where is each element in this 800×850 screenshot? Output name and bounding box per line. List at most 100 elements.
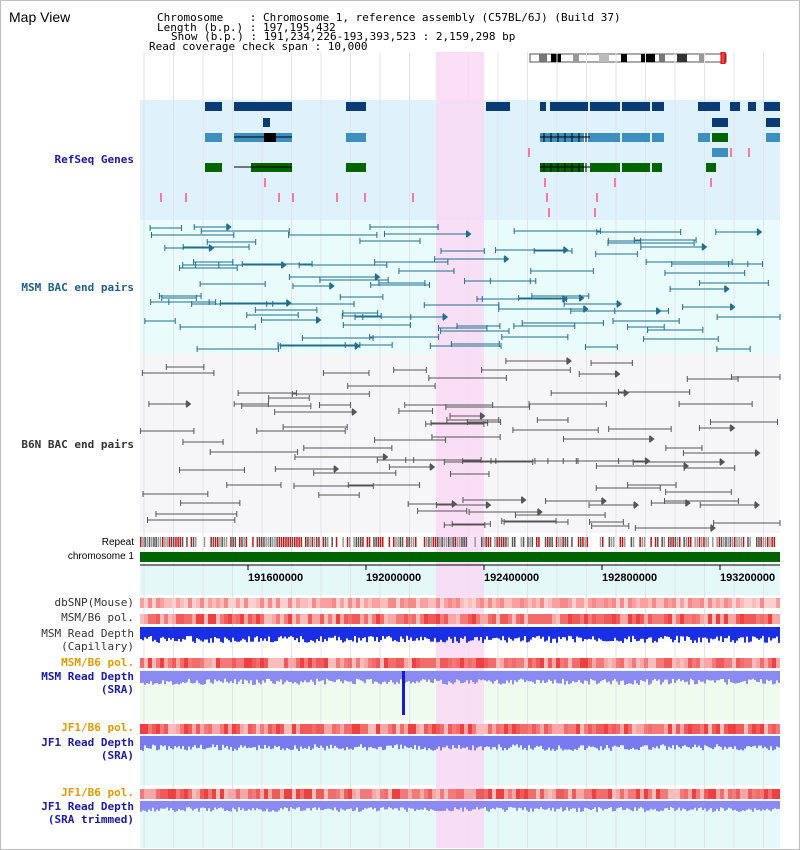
polymorphism-cell — [188, 789, 192, 799]
read-depth-bar — [630, 736, 632, 749]
polymorphism-cell — [236, 789, 240, 799]
polymorphism-cell — [212, 789, 216, 799]
read-depth-bar — [166, 801, 168, 808]
polymorphism-cell — [756, 598, 760, 608]
read-depth-bar — [180, 801, 182, 811]
read-depth-bar — [496, 671, 498, 680]
track-label-msm-b6-pol-sra[interactable]: MSM/B6 pol. — [61, 656, 134, 669]
polymorphism-cell — [148, 789, 152, 799]
read-depth-bar — [628, 671, 630, 684]
read-depth-bar — [358, 627, 360, 638]
track-label-refseq[interactable]: RefSeq Genes — [54, 153, 134, 166]
read-depth-bar — [250, 627, 252, 642]
polymorphism-cell — [668, 614, 672, 624]
read-depth-bar — [474, 801, 476, 810]
read-depth-bar — [222, 671, 224, 683]
read-depth-bar — [190, 801, 192, 809]
read-depth-bar — [772, 671, 774, 685]
track-label-repeat[interactable]: Repeat — [101, 537, 134, 548]
read-depth-bar — [178, 671, 180, 685]
polymorphism-cell — [684, 598, 688, 608]
track-label-msm-depth-sra[interactable]: MSM Read Depth — [41, 670, 134, 683]
read-depth-bar — [202, 671, 204, 685]
repeat-element — [771, 537, 773, 547]
polymorphism-cell — [264, 724, 268, 734]
track-label-jf1-b6-pol[interactable]: JF1/B6 pol. — [61, 721, 134, 734]
track-label-b6n-bac[interactable]: B6N BAC end pairs — [21, 438, 134, 451]
read-depth-bar — [504, 736, 506, 749]
repeat-element — [496, 537, 498, 547]
read-depth-bar — [734, 736, 736, 747]
read-depth-bar — [150, 671, 152, 682]
polymorphism-cell — [744, 598, 748, 608]
polymorphism-cell — [416, 724, 420, 734]
polymorphism-cell — [296, 724, 300, 734]
polymorphism-cell — [752, 789, 756, 799]
repeat-element — [285, 537, 287, 547]
track-label-msm-depth-capillary[interactable]: MSM Read Depth — [41, 627, 134, 640]
read-depth-bar — [752, 627, 754, 637]
read-depth-bar — [494, 627, 496, 638]
polymorphism-cell — [420, 658, 424, 668]
read-depth-bar — [164, 671, 166, 685]
polymorphism-cell — [424, 789, 428, 799]
read-depth-bar — [522, 671, 524, 680]
track-label-jf1-depth[interactable]: JF1 Read Depth — [41, 736, 134, 749]
refseq-gene — [730, 102, 740, 111]
read-depth-bar — [696, 671, 698, 685]
bac-arrow — [226, 223, 232, 231]
track-label-jf1-b6-pol-trimmed[interactable]: JF1/B6 pol. — [61, 786, 134, 799]
polymorphism-cell — [204, 789, 208, 799]
read-depth-bar — [664, 801, 666, 809]
read-depth-bar — [526, 736, 528, 751]
read-depth-bar — [614, 736, 616, 746]
polymorphism-cell — [140, 789, 144, 799]
track-label-msm-bac[interactable]: MSM BAC end pairs — [21, 281, 134, 294]
read-depth-bar — [352, 671, 354, 684]
track-label-jf1-depth-trimmed[interactable]: JF1 Read Depth — [41, 800, 134, 813]
repeat-element — [203, 537, 206, 547]
polymorphism-cell — [244, 658, 248, 668]
read-depth-bar — [144, 801, 146, 811]
read-depth-bar — [688, 671, 690, 685]
polymorphism-cell — [228, 598, 232, 608]
read-depth-bar — [460, 801, 462, 808]
read-depth-bar — [562, 801, 564, 812]
read-depth-bar — [580, 671, 582, 683]
polymorphism-cell — [720, 614, 724, 624]
read-depth-bar — [596, 671, 598, 685]
polymorphism-cell — [396, 658, 400, 668]
track-label-chromosome[interactable]: chromosome 1 — [67, 551, 134, 562]
repeat-element — [712, 537, 714, 547]
read-depth-bar — [682, 671, 684, 680]
polymorphism-cell — [528, 598, 532, 608]
repeat-element — [703, 537, 705, 547]
repeat-element — [296, 537, 298, 547]
polymorphism-cell — [228, 614, 232, 624]
read-depth-bar — [526, 627, 528, 643]
read-depth-bar — [468, 801, 470, 812]
read-depth-bar — [426, 801, 428, 811]
read-depth-bar — [776, 736, 778, 747]
polymorphism-cell — [680, 658, 684, 668]
read-depth-bar — [506, 736, 508, 750]
read-depth-bar — [732, 736, 734, 749]
polymorphism-cell — [320, 658, 324, 668]
read-depth-bar — [646, 736, 648, 746]
read-depth-bar — [322, 627, 324, 643]
polymorphism-cell — [776, 614, 780, 624]
track-label-msm-b6-pol[interactable]: MSM/B6 pol. — [61, 611, 134, 624]
read-depth-bar — [242, 736, 244, 748]
polymorphism-cell — [660, 724, 664, 734]
read-depth-bar — [488, 627, 490, 640]
repeat-element — [278, 537, 281, 547]
track-label-dbsnp[interactable]: dbSNP(Mouse) — [54, 596, 134, 609]
read-depth-bar — [680, 801, 682, 811]
polymorphism-cell — [620, 614, 624, 624]
chromosome-ideogram[interactable] — [529, 52, 729, 64]
repeat-element — [474, 537, 476, 547]
repeat-element — [672, 537, 674, 547]
repeat-element — [654, 537, 657, 547]
polymorphism-cell — [492, 598, 496, 608]
